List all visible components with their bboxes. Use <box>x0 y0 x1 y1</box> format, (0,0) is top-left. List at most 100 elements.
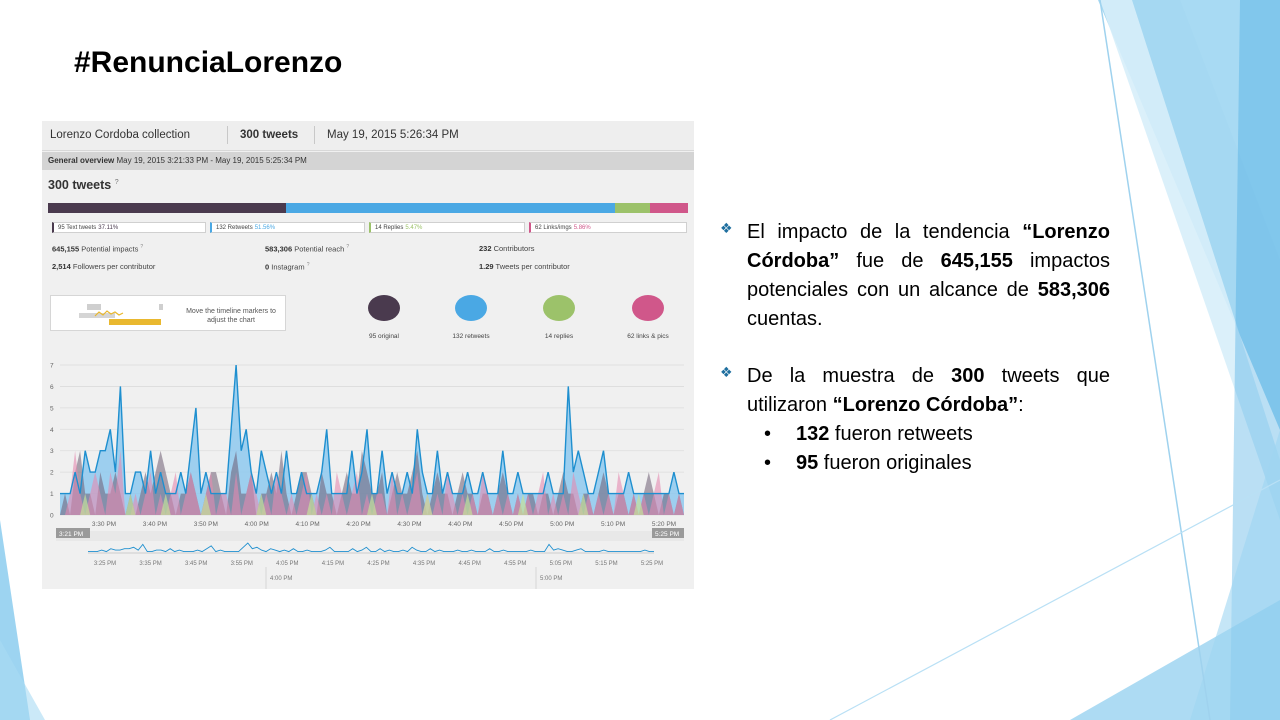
stat-value: 2,514 <box>52 262 71 271</box>
sub-bullet-item: 95 fueron originales <box>796 449 972 478</box>
count-title-text: 300 tweets <box>48 178 112 192</box>
collection-name: Lorenzo Cordoba collection <box>50 129 191 141</box>
bullet-text-run: “Lorenzo Córdoba” <box>832 394 1019 416</box>
stat-item: 645,155 Potential impacts ? <box>52 244 143 254</box>
bullet-text-run: El impacto de la tendencia <box>747 221 1023 243</box>
sub-bullet-text: fueron retweets <box>829 423 973 445</box>
legend-label: 95 Text tweets <box>58 225 97 231</box>
range-end-marker[interactable] <box>652 528 684 538</box>
legend-label: 14 Replies <box>375 225 404 231</box>
header-divider <box>314 126 315 144</box>
stat-label: Contributors <box>491 244 535 253</box>
circle-label: 95 original <box>369 333 399 340</box>
bullet-text-run: tweets que utilizaron <box>747 365 1110 416</box>
legend-box-original[interactable]: 95 Text tweets 37.11% <box>52 222 206 233</box>
x-tick-label: 4:50 PM <box>499 521 523 528</box>
distribution-segment-links <box>650 203 688 213</box>
overview-line <box>88 542 654 553</box>
stat-label: Instagram <box>269 262 307 272</box>
legend-box-retweets[interactable]: 132 Retweets 51.56% <box>210 222 365 233</box>
overview-tick-label: 4:55 PM <box>504 561 526 567</box>
overview-major-tick-label: 4:00 PM <box>270 576 292 582</box>
stat-label: Potential reach <box>292 244 347 254</box>
legend-percent: 37.11% <box>98 225 119 231</box>
stat-item: 583,306 Potential reach ? <box>265 244 349 254</box>
legend-box-replies[interactable]: 14 Replies 5.47% <box>369 222 525 233</box>
stat-value: 1.29 <box>479 262 494 271</box>
circle-replies[interactable] <box>543 295 575 321</box>
stat-item: 2,514 Followers per contributor <box>52 262 155 271</box>
overview-tick-label: 5:05 PM <box>550 561 572 567</box>
range-start-marker[interactable] <box>56 528 90 538</box>
x-tick-label: 4:10 PM <box>296 521 320 528</box>
circle-label: 62 links & pics <box>627 333 669 340</box>
bullet-text-run: “Lorenzo Córdoba” <box>747 221 1110 272</box>
sub-bullet-dot-icon: • <box>764 452 772 474</box>
help-icon[interactable]: ? <box>346 244 350 250</box>
legend-percent: 5.47% <box>405 225 423 231</box>
help-icon[interactable]: ? <box>140 244 144 250</box>
stat-value: 645,155 <box>52 244 80 254</box>
circle-original[interactable] <box>368 295 400 321</box>
y-tick-label: 4 <box>50 427 54 434</box>
circle-retweets[interactable] <box>455 295 487 321</box>
distribution-bar <box>48 203 688 213</box>
overview-tick-label: 3:45 PM <box>185 561 207 567</box>
stat-value: 0 <box>265 262 270 272</box>
header-timestamp: May 19, 2015 5:26:34 PM <box>327 129 459 141</box>
overview-tick-label: 4:25 PM <box>367 561 389 567</box>
dashboard-header: Lorenzo Cordoba collection 300 tweets Ma… <box>42 121 694 151</box>
sub-bullet-number: 132 <box>796 423 830 445</box>
overview-tick-label: 5:15 PM <box>595 561 617 567</box>
area-series-links <box>60 450 684 515</box>
y-tick-label: 3 <box>50 448 54 455</box>
stat-value: 232 <box>479 244 492 253</box>
timeline-hint-box: Move the timeline markers to adjust the … <box>50 295 286 331</box>
help-icon[interactable]: ? <box>306 262 310 268</box>
dashboard-screenshot: Lorenzo Cordoba collection 300 tweets Ma… <box>42 121 694 589</box>
x-tick-label: 4:40 PM <box>448 521 472 528</box>
stat-item: 232 Contributors <box>479 244 534 253</box>
count-title: 300 tweets ? <box>48 178 119 192</box>
overview-tick-label: 3:25 PM <box>94 561 116 567</box>
x-tick-label: 3:50 PM <box>194 521 218 528</box>
bullet-text-run: 300 <box>951 365 985 387</box>
y-tick-label: 2 <box>50 470 54 477</box>
circle-label: 14 replies <box>544 333 574 340</box>
distribution-segment-replies <box>615 203 651 213</box>
bullet-paragraph: El impacto de la tendencia “Lorenzo Córd… <box>747 218 1110 334</box>
y-tick-label: 5 <box>50 405 54 412</box>
tweets-timeline-chart: 0 1 2 3 4 5 6 7 3:30 PM 3:40 PM 3:50 PM 4:00 PM 4:10… <box>50 363 684 589</box>
bullet-paragraph: De la muestra de 300 tweets que utilizar… <box>747 362 1110 420</box>
header-divider <box>227 126 228 144</box>
overview-range: May 19, 2015 3:21:33 PM - May 19, 2015 5… <box>116 156 307 165</box>
stat-label: Potential impacts <box>79 244 141 254</box>
legend-label: 132 Retweets <box>216 225 253 231</box>
stat-item: 0 Instagram ? <box>265 262 309 272</box>
bullet-text-run: : <box>1018 394 1024 416</box>
x-tick-label: 4:30 PM <box>397 521 421 528</box>
bullet-text-run: fue de <box>839 250 941 272</box>
mini-timeline-icon <box>79 304 163 325</box>
overview-tick-label: 5:25 PM <box>641 561 663 567</box>
x-tick-label: 3:30 PM <box>92 521 116 528</box>
bullet-text-run: 583,306 <box>1037 279 1110 301</box>
circle-links[interactable] <box>632 295 664 321</box>
sub-bullet-text: fueron originales <box>818 452 972 474</box>
x-tick-label: 5:00 PM <box>550 521 574 528</box>
legend-box-links[interactable]: 62 Links/imgs 5.86% <box>529 222 687 233</box>
bullet-text-run: impactos potenciales con un alcance de <box>747 250 1111 301</box>
bullet-text-run: De la muestra de <box>747 365 952 387</box>
legend-percent: 51.56% <box>254 225 276 231</box>
overview-tick-label: 3:55 PM <box>231 561 253 567</box>
bullet-text-run: cuentas. <box>747 308 823 330</box>
stat-item: 1.29 Tweets per contributor <box>479 262 570 271</box>
line-series-retweets <box>60 364 684 495</box>
bullet-diamond-icon: ❖ <box>720 221 733 237</box>
bullet-text-run: 645,155 <box>940 250 1013 272</box>
slide-title: #RenunciaLorenzo <box>74 46 343 79</box>
help-icon[interactable]: ? <box>114 178 119 186</box>
circle-label: 132 retweets <box>452 333 490 340</box>
x-tick-label: 3:40 PM <box>143 521 167 528</box>
stat-label: Tweets per contributor <box>493 262 570 271</box>
